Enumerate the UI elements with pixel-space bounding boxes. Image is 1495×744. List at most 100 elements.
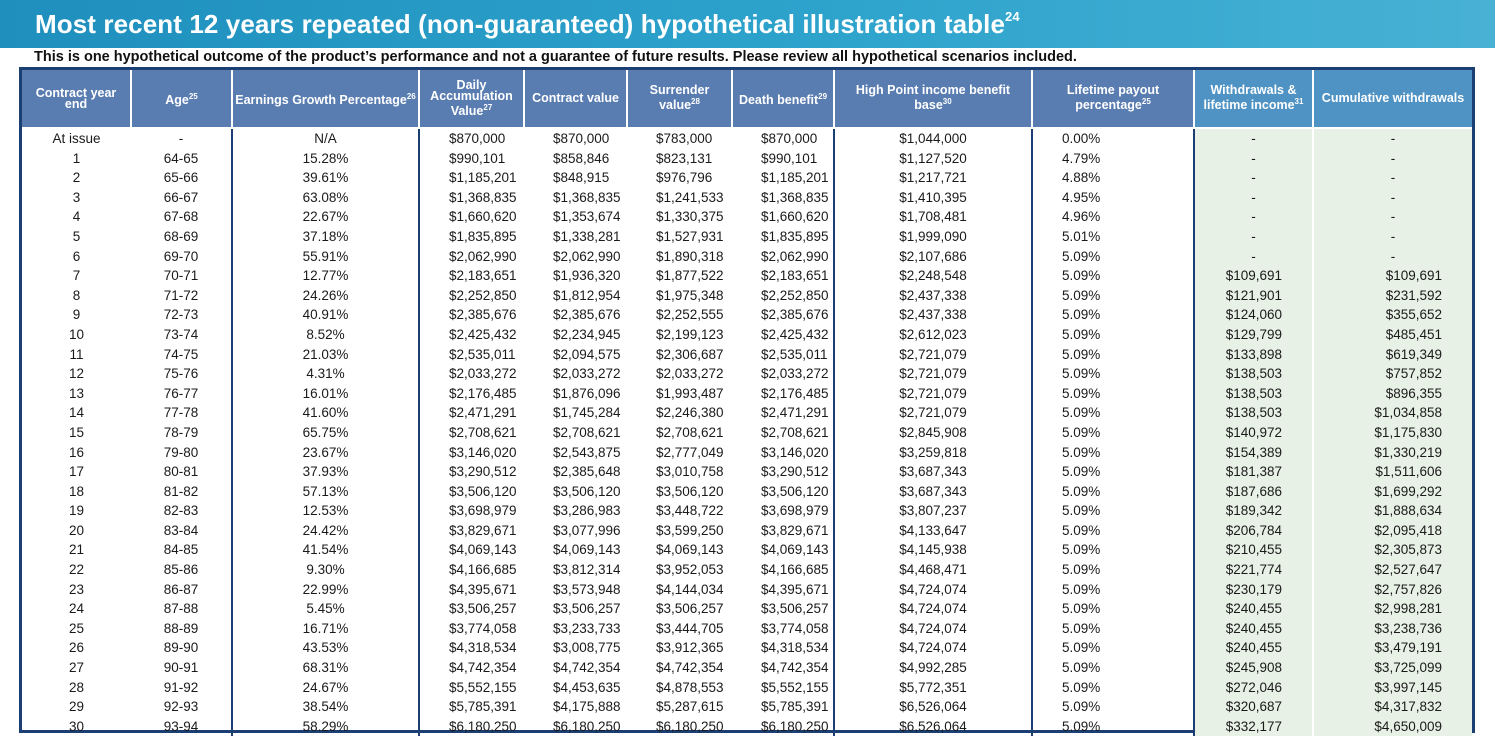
table-cell: 70-71 <box>163 268 199 284</box>
table-cell: $140,972 <box>1193 422 1313 443</box>
table-cell: 5 <box>72 228 81 244</box>
table-cell: 65-66 <box>163 170 199 186</box>
table-cell: 88-89 <box>163 620 199 636</box>
table-cell: 8.52% <box>231 324 419 345</box>
table-cell: $5,552,155 <box>761 679 829 695</box>
table-cell: $2,199,123 <box>656 326 724 342</box>
column-header: Cumulative withdrawals <box>1312 70 1472 129</box>
table-cell: 43.53% <box>231 638 419 659</box>
column-header: Age25 <box>130 70 232 129</box>
table-cell: $133,898 <box>1193 344 1313 365</box>
table-cell: $4,166,685 <box>418 560 524 580</box>
table-cell: $619,349 <box>1312 344 1472 365</box>
table-cell: $4,318,534 <box>761 640 829 656</box>
table-cell: 24.42% <box>231 520 419 541</box>
table-cell: 5.09% <box>1031 422 1194 443</box>
table-cell: 7 <box>72 268 81 284</box>
table-cell: $1,044,000 <box>833 128 1032 149</box>
table-cell: $4,317,832 <box>1312 697 1472 717</box>
table-cell: $858,846 <box>553 150 610 166</box>
table-cell: - <box>1193 187 1313 208</box>
table-row: 6 69-70 55.91% $2,062,990 $2,062,990 $1,890,3… <box>22 246 1472 267</box>
table-cell: $2,306,687 <box>656 346 724 362</box>
column-header-label: Contract year end <box>35 85 117 111</box>
table-cell: 3 <box>72 189 81 205</box>
table-cell: - <box>1193 148 1313 169</box>
table-cell: 4.95% <box>1031 187 1194 208</box>
table-cell: $485,451 <box>1312 324 1472 345</box>
table-cell: - <box>1193 207 1313 227</box>
table-cell: 10 <box>68 326 85 342</box>
column-header: High Point income benefit base30 <box>833 70 1032 129</box>
illustration-table: Contract year end Age25 Earnings Growth Pe… <box>22 70 1472 737</box>
table-cell: $3,506,257 <box>761 601 829 617</box>
table-cell: $3,687,343 <box>833 462 1032 482</box>
table-cell: - <box>1312 226 1472 247</box>
table-row: 22 85-86 9.30% $4,166,685 $3,812,314 $3,952,0… <box>22 560 1472 580</box>
table-cell: $2,385,676 <box>553 307 621 323</box>
table-body: At issue - N/A $870,000 $870,000 $783,000 $870… <box>22 128 1472 737</box>
column-header: Contract value <box>523 70 627 129</box>
table-cell: $221,774 <box>1193 560 1313 580</box>
table-row: 5 68-69 37.18% $1,835,895 $1,338,281 $1,527,9… <box>22 226 1472 247</box>
table-cell: 76-77 <box>163 385 199 401</box>
table-cell: 74-75 <box>163 346 199 362</box>
table-cell: $3,010,758 <box>656 464 724 480</box>
table-cell: $870,000 <box>553 131 610 146</box>
table-row: 24 87-88 5.45% $3,506,257 $3,506,257 $3,506,2… <box>22 599 1472 619</box>
table-cell: $231,592 <box>1312 285 1472 306</box>
table-cell: $990,101 <box>761 150 818 166</box>
table-cell: $4,724,074 <box>833 579 1032 600</box>
table-cell: 5.09% <box>1031 599 1194 619</box>
table-cell: 4.31% <box>231 364 419 384</box>
table-row: 7 70-71 12.77% $2,183,651 $1,936,320 $1,877,5… <box>22 266 1472 286</box>
table-cell: $1,175,830 <box>1312 422 1472 443</box>
table-cell: $1,877,522 <box>656 268 724 284</box>
table-cell: 22.99% <box>231 579 419 600</box>
table-cell: $1,127,520 <box>833 148 1032 169</box>
table-cell: $240,455 <box>1193 618 1313 639</box>
table-cell: $3,146,020 <box>761 444 829 460</box>
table-cell: 4.88% <box>1031 168 1194 188</box>
table-cell: $2,708,621 <box>761 424 829 440</box>
table-cell: 1 <box>72 150 81 166</box>
table-cell: 9.30% <box>231 560 419 580</box>
table-cell: $2,708,621 <box>553 424 621 440</box>
table-cell: 21.03% <box>231 344 419 365</box>
column-header-footnote: 25 <box>1141 97 1151 107</box>
table-cell: $3,238,736 <box>1312 618 1472 639</box>
table-cell: 5.09% <box>1031 305 1194 325</box>
table-cell: $2,527,647 <box>1312 560 1472 580</box>
table-cell: $3,506,120 <box>656 483 724 499</box>
table-cell: $187,686 <box>1193 481 1313 502</box>
table-cell: $1,353,674 <box>553 209 621 225</box>
table-cell: $1,368,835 <box>553 189 621 205</box>
table-row: 4 67-68 22.67% $1,660,620 $1,353,674 $1,330,3… <box>22 207 1472 227</box>
table-cell: 72-73 <box>163 307 199 323</box>
table-row: 26 89-90 43.53% $4,318,534 $3,008,775 $3,912,… <box>22 638 1472 659</box>
table-cell: 5.09% <box>1031 716 1194 737</box>
table-cell: $2,708,621 <box>418 422 524 443</box>
table-cell: - <box>1312 207 1472 227</box>
table-cell: 16 <box>68 444 85 460</box>
table-cell: $3,506,257 <box>656 601 724 617</box>
table-cell: $2,305,873 <box>1312 540 1472 561</box>
table-row: 9 72-73 40.91% $2,385,676 $2,385,676 $2,252,5… <box>22 305 1472 325</box>
table-cell: $1,936,320 <box>553 268 621 284</box>
table-cell: 16.71% <box>231 618 419 639</box>
table-cell: 83-84 <box>163 522 199 538</box>
table-cell: $3,687,343 <box>833 481 1032 502</box>
table-cell: $3,479,191 <box>1312 638 1472 659</box>
table-cell: 11 <box>69 346 84 362</box>
table-cell: $3,599,250 <box>656 522 724 538</box>
table-cell: - <box>1193 226 1313 247</box>
table-cell: $1,527,931 <box>656 228 724 244</box>
table-row: 12 75-76 4.31% $2,033,272 $2,033,272 $2,033,2… <box>22 364 1472 384</box>
table-cell: 40.91% <box>231 305 419 325</box>
table-cell: 87-88 <box>163 601 199 617</box>
table-cell: $2,033,272 <box>418 364 524 384</box>
table-cell: $823,131 <box>656 150 713 166</box>
table-cell: $1,660,620 <box>418 207 524 227</box>
table-cell: 4 <box>72 209 81 225</box>
table-cell: $4,724,074 <box>833 599 1032 619</box>
